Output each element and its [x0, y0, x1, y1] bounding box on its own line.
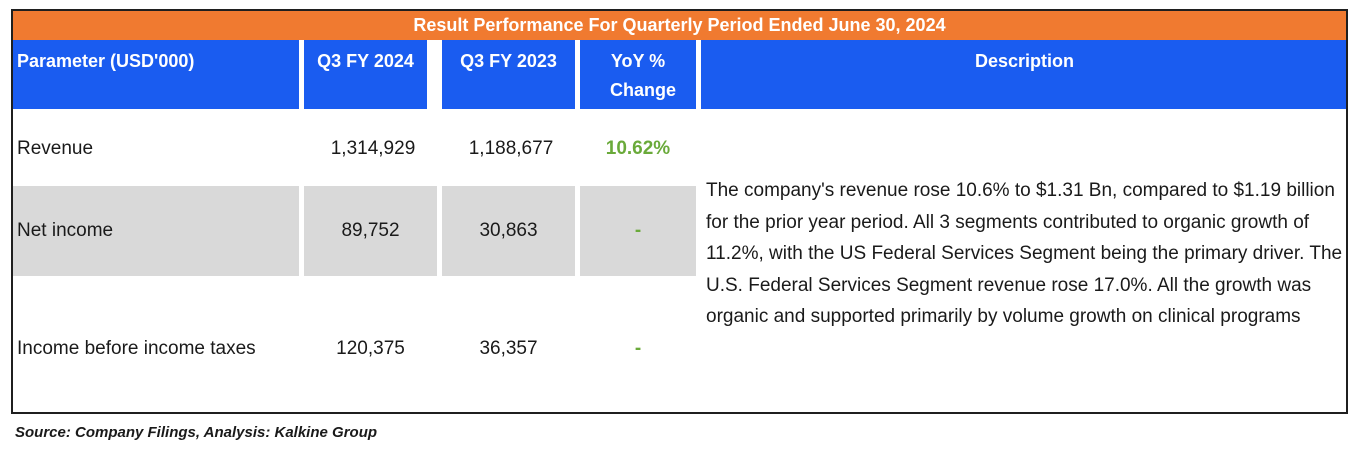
header-description: Description: [701, 40, 1346, 109]
row-income-before-taxes-parameter: Income before income taxes: [17, 338, 256, 359]
source-note: Source: Company Filings, Analysis: Kalki…: [15, 424, 378, 441]
header-yoy-change: YoY % Change: [580, 40, 696, 109]
results-table: Result Performance For Quarterly Period …: [11, 9, 1348, 414]
row-revenue-q3-2024: 1,314,929: [330, 138, 416, 159]
description-text: The company's revenue rose 10.6% to $1.3…: [706, 180, 1343, 327]
row-net-income-yoy: -: [580, 186, 696, 276]
row-net-income-q3-2023: 30,863: [442, 186, 575, 276]
row-net-income-q3-2024: 89,752: [304, 186, 437, 276]
row-net-income-parameter: Net income: [13, 186, 299, 276]
row-income-before-taxes-q3-2024: 120,375: [336, 338, 405, 359]
row-revenue-parameter: Revenue: [17, 138, 94, 159]
table-title: Result Performance For Quarterly Period …: [13, 11, 1346, 40]
header-q3-fy-2024: Q3 FY 2024: [304, 40, 427, 109]
row-income-before-taxes-q3-2023: 36,357: [479, 338, 538, 359]
row-income-before-taxes-yoy: -: [634, 338, 642, 359]
row-revenue-yoy: 10.62%: [605, 138, 671, 159]
header-parameter: Parameter (USD'000): [13, 40, 299, 109]
header-q3-fy-2023: Q3 FY 2023: [442, 40, 575, 109]
row-revenue-q3-2023: 1,188,677: [468, 138, 554, 159]
